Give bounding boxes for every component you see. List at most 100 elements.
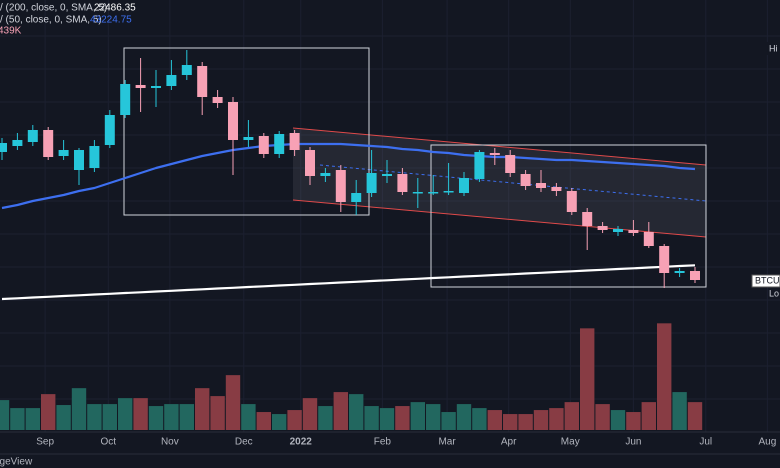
x-tick-label: Jul — [699, 437, 712, 448]
candle-body — [536, 183, 546, 188]
candle-body — [674, 271, 685, 273]
channel-fill — [293, 128, 706, 237]
candle-body — [690, 271, 700, 280]
volume-bar — [71, 388, 87, 430]
candle-body — [351, 193, 362, 202]
candle-body — [104, 115, 115, 145]
candle-body — [166, 75, 177, 86]
volume-bar — [410, 402, 425, 430]
candle-body — [305, 150, 315, 176]
volume-pane — [0, 323, 703, 430]
volume-bar — [672, 392, 687, 430]
x-tick-label: Feb — [374, 437, 392, 448]
candle-body — [289, 133, 300, 150]
footer-bar — [0, 454, 780, 468]
candle-body — [258, 136, 269, 154]
candle-body — [643, 232, 654, 246]
volume-bar — [179, 404, 194, 430]
box-drawing — [123, 47, 370, 216]
candle-body — [0, 143, 7, 152]
x-tick-label: Dec — [235, 437, 253, 448]
candle-body — [58, 150, 69, 156]
candle-body — [243, 137, 254, 140]
volume-bar — [164, 404, 179, 430]
volume-bar — [580, 328, 595, 430]
volume-bar — [641, 402, 656, 430]
candle-body — [520, 174, 531, 186]
candle-body — [274, 134, 285, 154]
candle-body — [135, 85, 146, 88]
volume-bar — [610, 410, 626, 430]
channel-top — [292, 127, 707, 166]
candles — [0, 50, 700, 288]
candle-body — [489, 153, 500, 155]
legend-name: / (200, close, 0, SMA, 5) — [0, 3, 107, 14]
volume-bar — [225, 375, 241, 430]
candle-body — [382, 174, 392, 176]
candle-body — [181, 65, 192, 75]
volume-bar — [148, 406, 164, 430]
candle-body — [120, 84, 131, 115]
candle-body — [459, 178, 469, 193]
candle-body — [566, 191, 577, 212]
volume-bar — [302, 398, 318, 430]
channel-middle — [319, 164, 707, 202]
candle-body — [151, 86, 161, 88]
candle-body — [212, 97, 223, 103]
volume-bar — [87, 404, 102, 430]
drawings — [123, 47, 707, 288]
volume-bar — [564, 402, 579, 430]
volume-bar — [657, 323, 672, 430]
volume-bar — [56, 405, 71, 430]
legend-value: 43224.75 — [90, 15, 132, 26]
x-tick-label: Sep — [36, 437, 54, 448]
volume-bar — [487, 410, 502, 430]
volume-bar — [133, 398, 148, 430]
x-tick-label: Oct — [100, 437, 116, 448]
volume-label: 439K — [0, 26, 22, 37]
moving-average-line — [1, 264, 696, 301]
volume-bar — [518, 414, 533, 430]
volume-bar — [379, 408, 395, 430]
candle-body — [659, 246, 670, 273]
volume-bar — [241, 404, 256, 430]
candle-body — [428, 192, 439, 194]
x-axis: ngeView Sep Oct Nov Dec 2022 Feb Mar Apr May Jun J… — [0, 431, 780, 468]
candle-body — [89, 146, 100, 168]
footer-brand: ngeView — [0, 457, 33, 468]
candle-body — [613, 229, 623, 232]
volume-bar — [333, 392, 348, 430]
volume-bar — [41, 394, 56, 430]
volume-bar — [426, 404, 441, 430]
candle-body — [505, 155, 516, 173]
volume-bar — [441, 412, 456, 430]
candle-body — [551, 187, 562, 191]
legend-name: / (50, close, 0, SMA, 5) — [0, 15, 102, 26]
candle-body — [320, 173, 331, 176]
volume-bar — [472, 408, 487, 430]
candle-body — [366, 173, 377, 193]
moving-average-line — [1, 142, 696, 210]
candle-body — [443, 191, 454, 193]
candle-body — [197, 66, 208, 97]
volume-bar — [687, 402, 703, 430]
volume-bar — [533, 410, 549, 430]
volume-bar — [456, 404, 472, 430]
candle-body — [228, 102, 238, 140]
x-tick-label: Aug — [758, 437, 776, 448]
candle-body — [412, 192, 423, 194]
volume-bar — [503, 414, 518, 430]
candle-body — [12, 140, 23, 146]
x-tick-label: Apr — [501, 437, 517, 448]
volume-bar — [395, 406, 410, 430]
symbol-badge — [751, 274, 780, 288]
volume-bar — [626, 412, 641, 430]
volume-bar — [25, 408, 40, 430]
volume-bar — [318, 406, 333, 430]
volume-bar — [595, 404, 610, 430]
candle-body — [397, 174, 408, 192]
volume-bar — [195, 388, 210, 430]
candle-body — [335, 170, 346, 202]
